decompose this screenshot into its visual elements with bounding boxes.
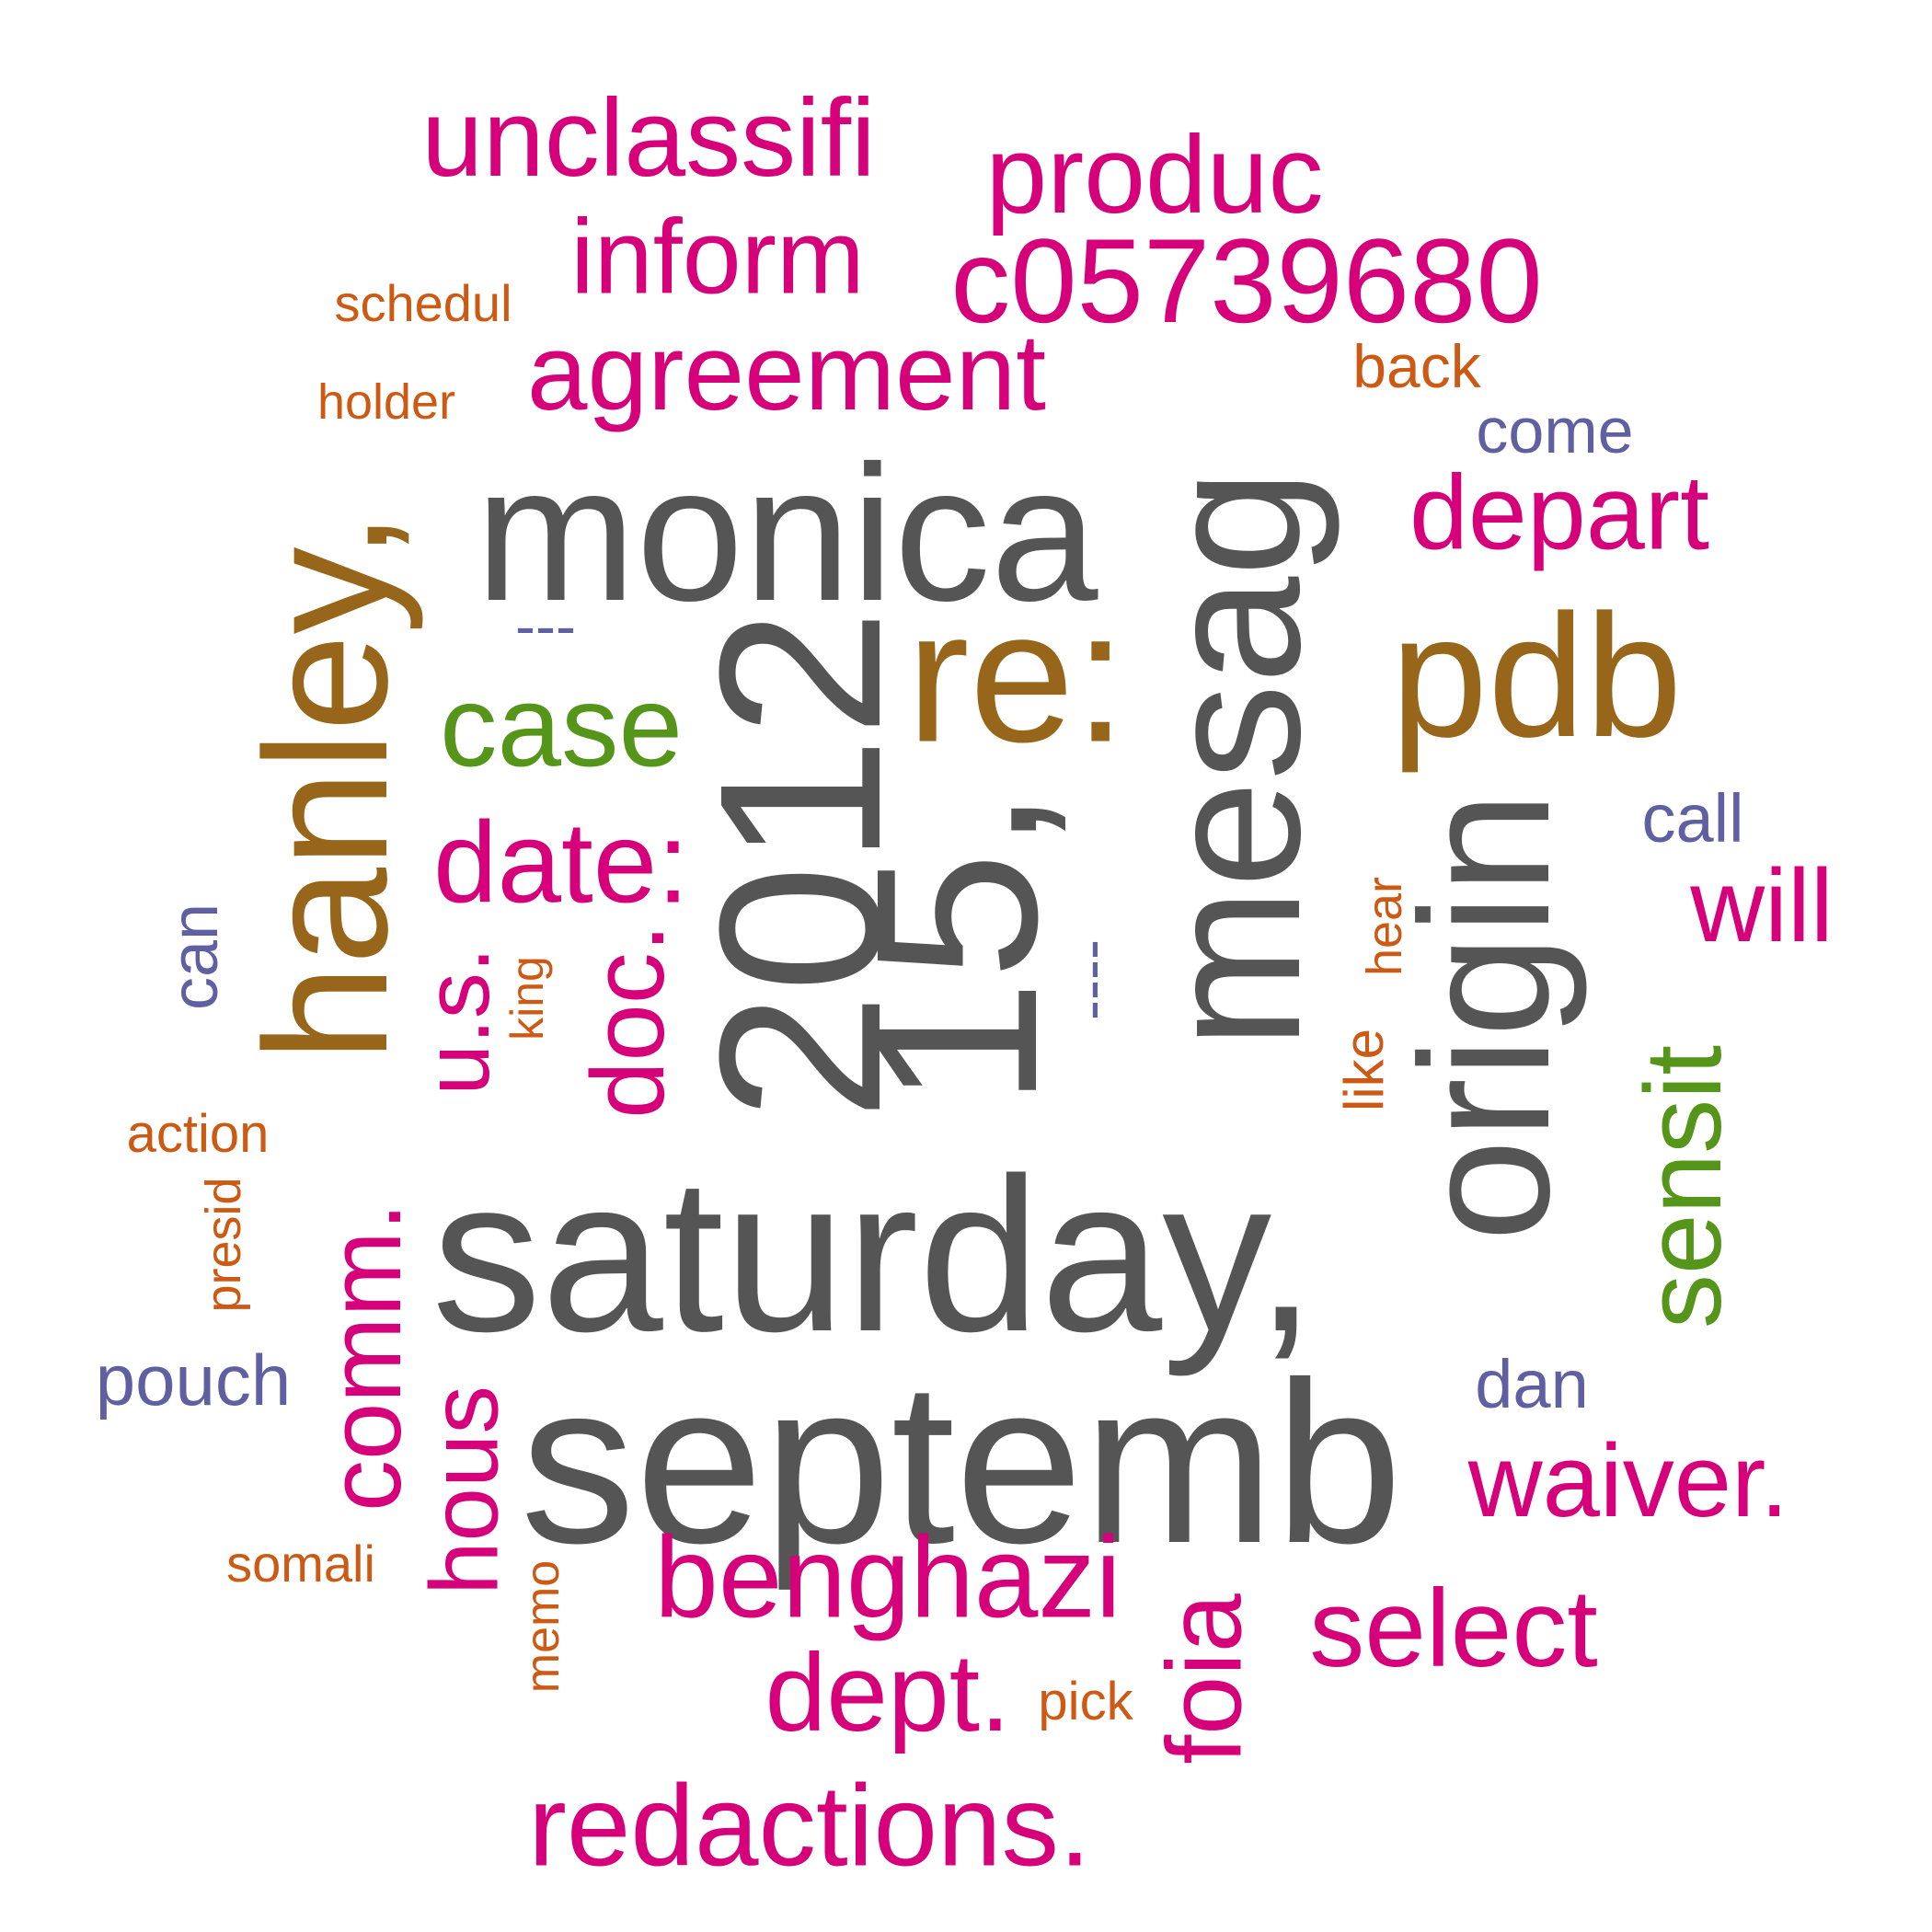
- word-schedul: schedul: [334, 274, 512, 332]
- word-foia: foia: [1145, 1593, 1264, 1765]
- word-holder: holder: [316, 374, 456, 430]
- word-memo: memo: [516, 1559, 569, 1694]
- word-origin: origin: [1383, 791, 1588, 1242]
- word-saturday: saturday,: [431, 1133, 1317, 1377]
- word-hear: hear: [1357, 876, 1412, 977]
- word-dash3: ---: [515, 592, 576, 660]
- word-case: case: [439, 662, 684, 791]
- word-monica: monica: [475, 425, 1098, 641]
- word-presid: presid: [196, 1177, 251, 1313]
- word-call: call: [1641, 780, 1744, 857]
- word-septemb: septemb: [520, 1334, 1403, 1591]
- word-produc: produc: [985, 113, 1324, 236]
- word-mesag: mesag: [1124, 468, 1340, 1050]
- word-inform: inform: [570, 198, 865, 316]
- word-unclassifi: unclassifi: [421, 76, 876, 200]
- word-come: come: [1476, 395, 1634, 466]
- word-dept: dept.: [765, 1631, 1011, 1754]
- word-king: king: [501, 956, 553, 1041]
- word-date: date:: [432, 799, 690, 927]
- word-comm: comm.: [307, 1202, 422, 1512]
- word-agreement: agreement: [526, 312, 1047, 433]
- word-benghazi: benghazi: [654, 1513, 1121, 1642]
- word-somali: somali: [226, 1535, 375, 1593]
- word-pdb: pdb: [1390, 579, 1683, 774]
- word-back: back: [1352, 332, 1481, 400]
- word-redactions: redactions.: [528, 1762, 1091, 1891]
- word-sensit: sensit: [1623, 1044, 1744, 1329]
- word-15: 15,: [828, 788, 1085, 1108]
- word-doc: doc.: [570, 924, 685, 1119]
- word-c05739680: c05739680: [950, 213, 1543, 348]
- word-us: u.s.: [406, 947, 509, 1096]
- word-re: re:: [906, 570, 1127, 782]
- word-dan: dan: [1475, 1346, 1589, 1422]
- word-pick: pick: [1038, 1672, 1133, 1731]
- word-hous: hous: [410, 1386, 519, 1595]
- word-will: will: [1690, 848, 1834, 963]
- word-pouch: pouch: [95, 1340, 292, 1420]
- word-hanley: hanley,: [229, 511, 424, 1063]
- word-like: like: [1333, 1028, 1395, 1112]
- word-waiver: waiver.: [1467, 1423, 1789, 1538]
- word-can: can: [158, 903, 232, 1011]
- word-action: action: [126, 1104, 270, 1164]
- word-dash4: ----: [1056, 939, 1124, 1020]
- word-select: select: [1309, 1567, 1598, 1690]
- word-depart: depart: [1409, 454, 1710, 572]
